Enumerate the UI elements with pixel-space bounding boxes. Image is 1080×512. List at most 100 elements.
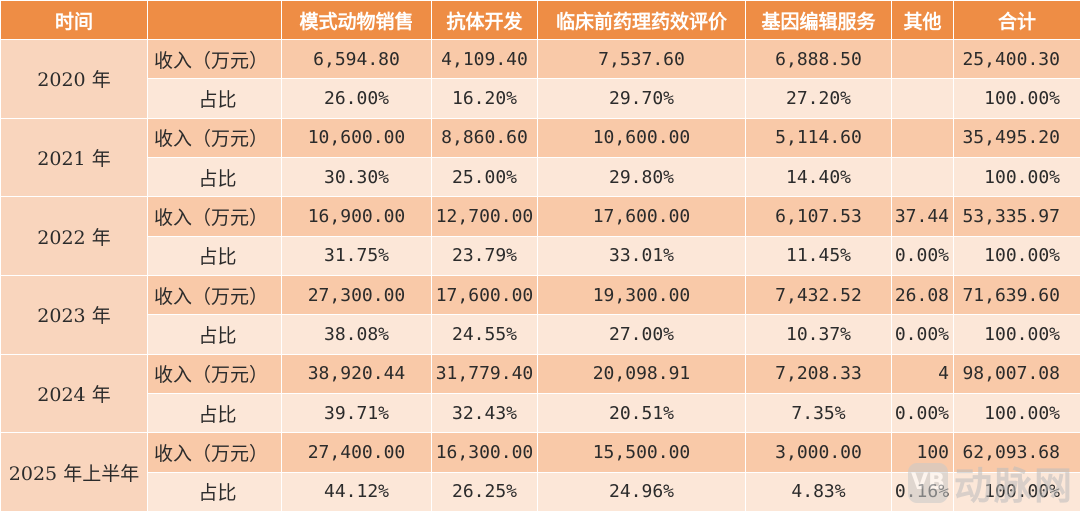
share-value-cell: 26.00% — [281, 78, 432, 119]
revenue-value-cell: 7,537.60 — [537, 38, 746, 80]
table-row-share: 占比 31.75% 23.79% 33.01% 11.45% 0.00% 100.00% — [1, 235, 1080, 276]
revenue-value-cell: 6,594.80 — [281, 38, 432, 80]
header-gene-editing-service: 基因编辑服务 — [745, 0, 892, 40]
table-row-share: 占比 30.30% 25.00% 29.80% 14.40% 100.00% — [1, 156, 1080, 198]
revenue-value-cell: 98,007.08 — [953, 353, 1080, 394]
table-row-share: 占比 39.71% 32.43% 20.51% 7.35% 0.00% 100.00% — [1, 392, 1080, 434]
share-value-cell: 23.79% — [431, 235, 538, 276]
revenue-value-cell: 27,400.00 — [281, 432, 432, 473]
year-cell: 2021 年 — [0, 117, 148, 198]
revenue-value-cell: 16,900.00 — [281, 196, 432, 237]
revenue-value-cell: 25,400.30 — [953, 38, 1080, 80]
share-value-cell: 7.35% — [745, 392, 892, 434]
revenue-value-cell: 10,600.00 — [281, 117, 432, 158]
revenue-value-cell — [891, 38, 954, 80]
year-cell: 2025 年上半年 — [0, 432, 148, 512]
header-antibody-development: 抗体开发 — [431, 0, 538, 40]
table-body: 2020 年收入（万元） 6,594.80 4,109.40 7,537.60 6,88… — [0, 38, 1080, 512]
share-value-cell: 30.30% — [281, 156, 432, 198]
revenue-value-cell: 37.44 — [891, 196, 954, 237]
revenue-value-cell: 7,208.33 — [745, 353, 892, 394]
year-cell: 2022 年 — [0, 196, 148, 276]
share-value-cell: 27.00% — [537, 314, 746, 355]
header-total: 合计 — [953, 0, 1080, 40]
share-value-cell: 0.00% — [891, 392, 954, 434]
share-value-cell: 31.75% — [281, 235, 432, 276]
revenue-value-cell: 27,300.00 — [281, 274, 432, 316]
table-row-revenue: 2024 年收入（万元） 38,920.44 31,779.40 20,098.91 7… — [0, 353, 1080, 434]
share-value-cell: 100.00% — [953, 471, 1080, 512]
revenue-value-cell: 16,300.00 — [431, 432, 538, 473]
share-value-cell: 24.96% — [537, 471, 746, 512]
share-value-cell: 38.08% — [281, 314, 432, 355]
revenue-value-cell: 53,335.97 — [953, 196, 1080, 237]
table-header-row: 时间 模式动物销售 抗体开发 临床前药理药效评价 基因编辑服务 其他 合计 — [0, 0, 1080, 40]
share-value-cell: 100.00% — [953, 156, 1080, 198]
revenue-value-cell: 26.08 — [891, 274, 954, 316]
row-label-revenue: 收入（万元） — [147, 38, 282, 80]
revenue-value-cell: 4,109.40 — [431, 38, 538, 80]
table-row-share: 占比 26.00% 16.20% 29.70% 27.20% 100.00% — [1, 78, 1080, 119]
year-cell: 2024 年 — [0, 353, 148, 434]
share-value-cell: 29.80% — [537, 156, 746, 198]
share-value-cell: 10.37% — [745, 314, 892, 355]
row-label-share: 占比 — [147, 235, 282, 276]
share-value-cell: 11.45% — [745, 235, 892, 276]
revenue-value-cell: 17,600.00 — [431, 274, 538, 316]
header-metric — [147, 0, 282, 40]
row-label-revenue: 收入（万元） — [147, 196, 282, 237]
share-value-cell: 33.01% — [537, 235, 746, 276]
header-model-animal-sales: 模式动物销售 — [281, 0, 432, 40]
share-value-cell: 26.25% — [431, 471, 538, 512]
row-label-share: 占比 — [147, 392, 282, 434]
share-value-cell: 44.12% — [281, 471, 432, 512]
revenue-value-cell: 8,860.60 — [431, 117, 538, 158]
revenue-value-cell — [891, 117, 954, 158]
share-value-cell: 0.00% — [891, 235, 954, 276]
revenue-value-cell: 31,779.40 — [431, 353, 538, 394]
revenue-value-cell: 6,107.53 — [745, 196, 892, 237]
table-row-revenue: 2025 年上半年 收入（万元） 27,400.00 16,300.00 15,500.… — [0, 432, 1080, 512]
share-value-cell: 39.71% — [281, 392, 432, 434]
table-row-revenue: 2021 年收入（万元） 10,600.00 8,860.60 10,600.00 5,… — [0, 117, 1080, 198]
share-value-cell: 100.00% — [953, 78, 1080, 119]
share-value-cell: 27.20% — [745, 78, 892, 119]
revenue-value-cell: 12,700.00 — [431, 196, 538, 237]
row-label-share: 占比 — [147, 471, 282, 512]
revenue-value-cell: 7,432.52 — [745, 274, 892, 316]
row-label-share: 占比 — [147, 156, 282, 198]
share-value-cell: 29.70% — [537, 78, 746, 119]
table-row-revenue: 2022 年收入（万元） 16,900.00 12,700.00 17,600.00 6… — [0, 196, 1080, 276]
revenue-value-cell: 20,098.91 — [537, 353, 746, 394]
share-value-cell: 100.00% — [953, 235, 1080, 276]
table-row-revenue: 2020 年收入（万元） 6,594.80 4,109.40 7,537.60 6,88… — [0, 38, 1080, 119]
share-value-cell: 20.51% — [537, 392, 746, 434]
share-value-cell: 32.43% — [431, 392, 538, 434]
revenue-value-cell: 62,093.68 — [953, 432, 1080, 473]
revenue-value-cell: 35,495.20 — [953, 117, 1080, 158]
row-label-revenue: 收入（万元） — [147, 274, 282, 316]
revenue-value-cell: 100 — [891, 432, 954, 473]
row-label-revenue: 收入（万元） — [147, 353, 282, 394]
revenue-value-cell: 5,114.60 — [745, 117, 892, 158]
revenue-value-cell: 17,600.00 — [537, 196, 746, 237]
revenue-value-cell: 6,888.50 — [745, 38, 892, 80]
year-cell: 2023 年 — [0, 274, 148, 355]
share-value-cell: 16.20% — [431, 78, 538, 119]
revenue-value-cell: 4 — [891, 353, 954, 394]
revenue-value-cell: 38,920.44 — [281, 353, 432, 394]
revenue-value-cell: 3,000.00 — [745, 432, 892, 473]
revenue-value-cell: 71,639.60 — [953, 274, 1080, 316]
table-row-share: 占比 38.08% 24.55% 27.00% 10.37% 0.00% 100.00% — [1, 314, 1080, 355]
header-time: 时间 — [0, 0, 148, 40]
header-other: 其他 — [891, 0, 954, 40]
share-value-cell: 0.16% — [891, 471, 954, 512]
share-value-cell — [891, 156, 954, 198]
share-value-cell: 0.00% — [891, 314, 954, 355]
share-value-cell: 24.55% — [431, 314, 538, 355]
year-cell: 2020 年 — [0, 39, 148, 119]
share-value-cell: 25.00% — [431, 156, 538, 198]
share-value-cell — [891, 78, 954, 119]
